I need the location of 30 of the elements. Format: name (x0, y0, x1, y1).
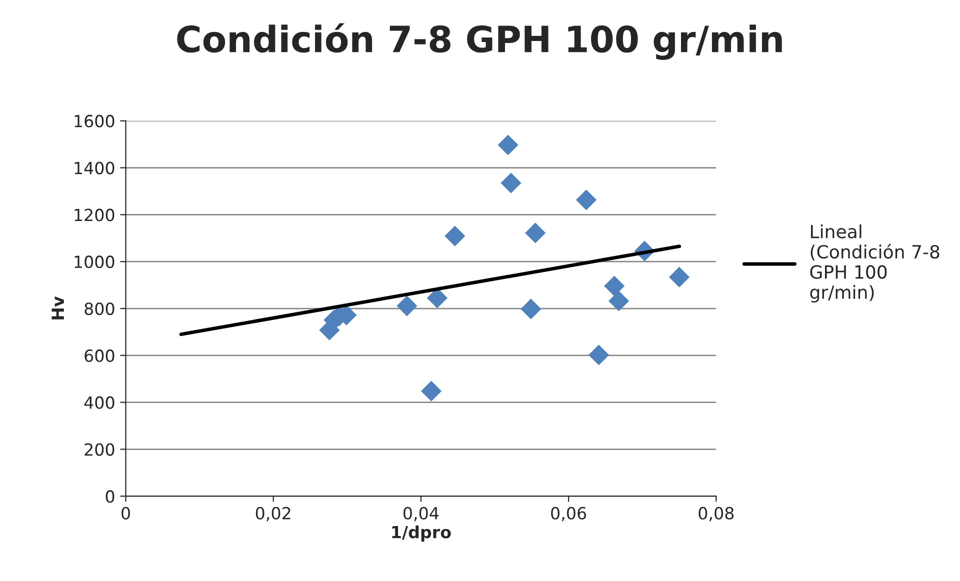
y-tick-label: 600 (84, 349, 114, 362)
x-tick-label: 0,04 (404, 506, 439, 522)
y-axis-title: Hv (52, 296, 64, 320)
point (444, 226, 466, 246)
x-tick-label: 0,02 (256, 506, 290, 522)
point (576, 190, 597, 210)
x-axis-title: 1/dpro (392, 526, 451, 542)
x-tick-label: 0 (122, 506, 130, 520)
point (588, 344, 610, 366)
point (498, 134, 518, 156)
point (604, 276, 625, 296)
point (420, 380, 442, 402)
y-tick-label: 200 (84, 443, 114, 456)
point (396, 296, 418, 316)
y-tick-label: 1000 (74, 256, 114, 268)
chart-title: Condición 7-8 GPH 100 gr/min (177, 23, 782, 60)
point (525, 222, 546, 244)
legend-label: Lineal (Condición 7-8 GPH 100 gr/min) (810, 224, 940, 303)
point (520, 298, 542, 320)
point (500, 172, 522, 194)
y-tick-label: 800 (84, 302, 114, 316)
point (668, 266, 690, 288)
y-tick-label: 400 (84, 396, 114, 409)
y-tick-label: 0 (106, 490, 114, 503)
x-tick-label: 0,06 (551, 506, 586, 522)
x-tick-label: 0,08 (698, 506, 734, 522)
y-tick-label: 1600 (74, 114, 114, 128)
point (608, 290, 630, 312)
y-tick-label: 1200 (74, 208, 114, 222)
y-tick-label: 1400 (74, 162, 114, 174)
